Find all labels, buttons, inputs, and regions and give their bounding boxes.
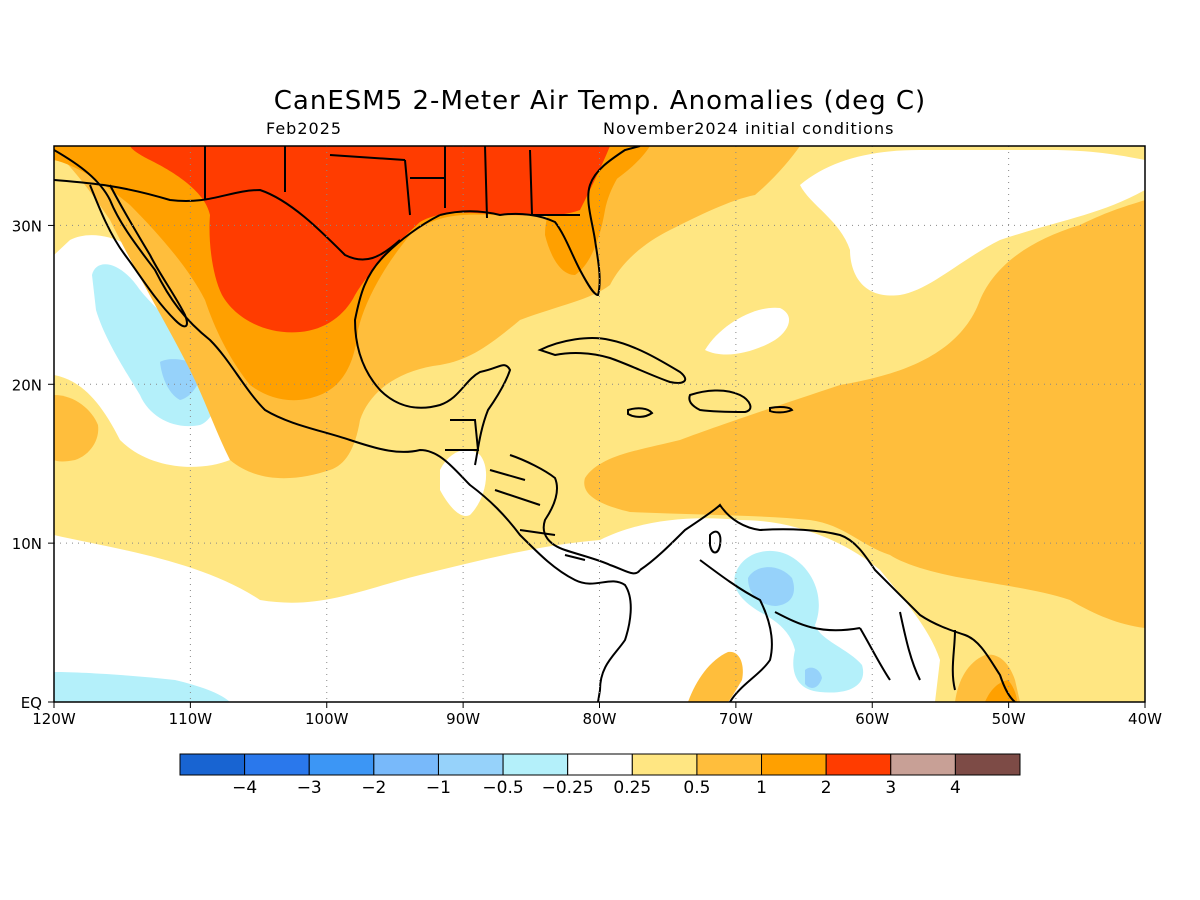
field-coolish-venezuela [748, 567, 795, 606]
coast-gulf-mexico [353, 214, 512, 466]
colorbar-swatch [631, 753, 698, 776]
coast-south-america [639, 503, 1016, 702]
tick-label-lon: 110W [169, 710, 213, 728]
coast-hispaniola [688, 389, 752, 414]
initial-conditions: November2024 initial conditions [603, 119, 895, 138]
tick-label-lon: 40W [1128, 710, 1162, 728]
colorbar-swatch [567, 753, 633, 776]
colorbar-swatch [373, 753, 439, 776]
coast-cuba [537, 337, 687, 384]
colorbar-label: −2 [361, 778, 386, 798]
colorbar-swatch [308, 753, 375, 776]
colorbar-label: −4 [232, 778, 257, 798]
border-south-america [699, 559, 956, 702]
tick-label-lat: 10N [12, 535, 42, 553]
field-neutral-atlantic-north [800, 150, 1145, 296]
axis-ticks: 120W 110W 100W 90W 80W 70W 60W 50W 40W EQ 10N 20N 30… [12, 217, 1162, 728]
coast-baja [89, 184, 188, 328]
field-cool-equator-west [54, 672, 230, 702]
colorbar-swatch [179, 753, 246, 776]
coast-mexico-pacific [54, 149, 632, 702]
tick-label-lon: 90W [446, 710, 480, 728]
tick-label-lat: 30N [12, 217, 42, 235]
tick-label-lon: 120W [32, 710, 76, 728]
tick-label-lat: EQ [21, 694, 42, 712]
field-neutral-pacific [54, 518, 940, 702]
colorbar: −4 −3 −2 −1 −0.5 −0.25 0.25 0.5 1 2 3 4 [179, 753, 1021, 798]
coast-jamaica [627, 407, 654, 418]
colorbar-label: 0.5 [683, 778, 710, 798]
colorbar-label: −0.25 [542, 778, 594, 798]
tick-label-lon: 70W [719, 710, 753, 728]
border-us-mexico [54, 179, 401, 261]
field-warm-atlantic [584, 200, 1145, 628]
coast-puerto-rico [769, 405, 794, 414]
map-title: CanESM5 2-Meter Air Temp. Anomalies (deg… [273, 86, 927, 116]
field-warm-east-pacific [54, 395, 99, 462]
colorbar-label: −0.5 [482, 778, 523, 798]
colorbar-swatch [890, 753, 956, 776]
tick-label-lon: 60W [855, 710, 889, 728]
field-coolish-brazil [805, 667, 822, 688]
tick-label-lon: 80W [583, 710, 617, 728]
colorbar-swatch [502, 753, 569, 776]
colorbar-swatch [244, 753, 310, 776]
coastlines [54, 146, 1016, 702]
coast-us-gulf [439, 146, 641, 297]
colorbar-label: 1 [756, 778, 767, 798]
colorbar-label: 0.25 [613, 778, 651, 798]
field-warm-colombia [688, 651, 743, 702]
border-us-states [204, 146, 580, 219]
tick-label-lon: 100W [305, 710, 349, 728]
field-very-hot-usa-mexico [130, 146, 610, 333]
colorbar-label: −1 [426, 778, 451, 798]
colorbar-label: 3 [885, 778, 896, 798]
colorbar-swatch [437, 753, 504, 776]
coast-lake-maracaibo [709, 530, 722, 554]
colorbar-swatch [696, 753, 763, 776]
colorbar-swatch [825, 753, 892, 776]
colorbar-swatch [954, 753, 1021, 776]
anomaly-fields [54, 146, 1145, 702]
field-neutral-atlantic-center [705, 307, 790, 355]
forecast-month: Feb2025 [266, 119, 343, 138]
tick-label-lat: 20N [12, 376, 42, 394]
colorbar-label: −3 [297, 778, 322, 798]
colorbar-label: 2 [821, 778, 832, 798]
colorbar-swatch [761, 753, 827, 776]
tick-label-lon: 50W [992, 710, 1026, 728]
border-central-america [445, 419, 586, 561]
colorbar-label: 4 [950, 778, 961, 798]
coast-central-america [509, 454, 641, 575]
